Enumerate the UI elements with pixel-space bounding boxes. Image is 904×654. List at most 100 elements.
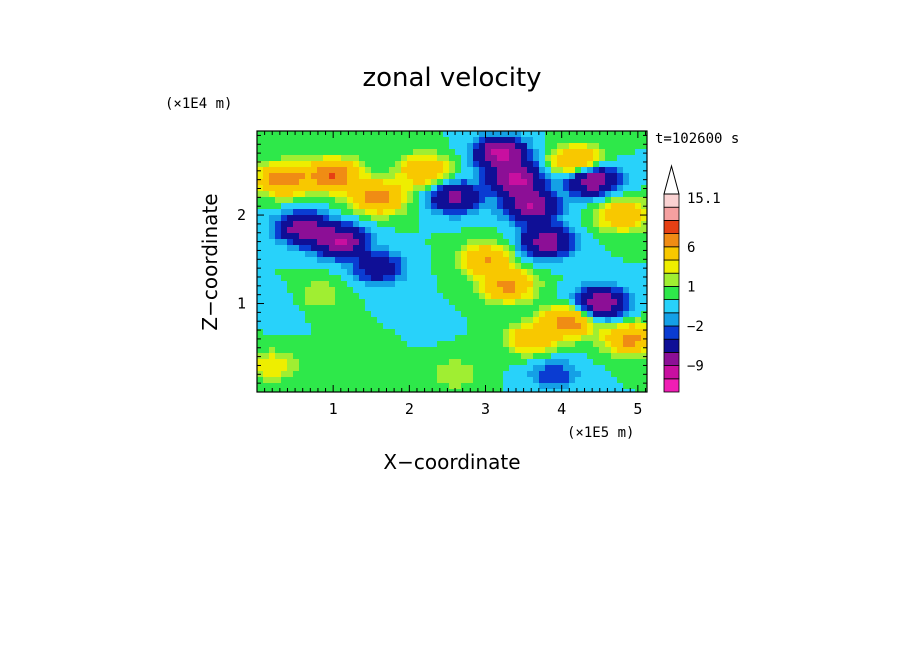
field-cell [581, 329, 588, 336]
field-cell [473, 377, 480, 384]
field-cell [281, 299, 288, 306]
field-cell [623, 233, 630, 240]
field-cell [323, 365, 330, 372]
field-cell [533, 305, 540, 312]
field-cell [545, 143, 552, 150]
field-cell [365, 383, 372, 390]
field-cell [617, 359, 624, 366]
field-cell [335, 257, 342, 264]
field-cell [587, 185, 594, 192]
field-cell [617, 317, 624, 324]
field-cell [593, 215, 600, 222]
field-cell [335, 287, 342, 294]
field-cell [593, 383, 600, 390]
field-cell [293, 215, 300, 222]
field-cell [287, 389, 294, 392]
field-cell [335, 179, 342, 186]
field-cell [341, 323, 348, 330]
field-cell [329, 197, 336, 204]
field-cell [395, 155, 402, 162]
field-cell [587, 341, 594, 348]
field-cell [395, 353, 402, 360]
field-cell [317, 377, 324, 384]
field-cell [557, 137, 564, 144]
field-cell [539, 263, 546, 270]
field-cell [611, 239, 618, 246]
field-cell [629, 353, 636, 360]
field-cell [413, 143, 420, 150]
field-cell [341, 365, 348, 372]
field-cell [371, 263, 378, 270]
field-cell [329, 305, 336, 312]
field-cell [323, 287, 330, 294]
field-cell [545, 359, 552, 366]
field-cell [443, 227, 450, 234]
field-cell [551, 383, 558, 390]
field-cell [329, 317, 336, 324]
field-cell [305, 167, 312, 174]
field-cell [551, 239, 558, 246]
field-cell [395, 257, 402, 264]
field-cell [335, 347, 342, 354]
field-cell [563, 305, 570, 312]
field-cell [479, 341, 486, 348]
field-cell [341, 233, 348, 240]
field-cell [317, 281, 324, 288]
field-cell [515, 377, 522, 384]
field-cell [407, 377, 414, 384]
field-cell [263, 305, 270, 312]
field-cell [311, 239, 318, 246]
field-cell [311, 245, 318, 252]
field-cell [413, 377, 420, 384]
field-cell [335, 221, 342, 228]
field-cell [545, 335, 552, 342]
field-cell [539, 227, 546, 234]
field-cell [413, 317, 420, 324]
field-cell [629, 389, 636, 392]
field-cell [359, 185, 366, 192]
field-cell [293, 209, 300, 216]
field-cell [515, 227, 522, 234]
field-cell [287, 167, 294, 174]
field-cell [341, 227, 348, 234]
field-cell [485, 209, 492, 216]
field-cell [521, 155, 528, 162]
field-cell [437, 239, 444, 246]
field-cell [437, 299, 444, 306]
field-cell [287, 215, 294, 222]
field-cell [437, 257, 444, 264]
field-cell [545, 263, 552, 270]
field-cell [635, 173, 642, 180]
field-cell [641, 257, 647, 264]
field-cell [479, 323, 486, 330]
field-cell [569, 173, 576, 180]
field-cell [479, 185, 486, 192]
field-cell [527, 239, 534, 246]
field-cell [605, 227, 612, 234]
field-cell [641, 137, 647, 144]
field-cell [419, 179, 426, 186]
field-cell [641, 245, 647, 252]
field-cell [437, 365, 444, 372]
field-cell [461, 239, 468, 246]
field-cell [587, 137, 594, 144]
field-cell [563, 323, 570, 330]
field-cell [341, 383, 348, 390]
field-cell [455, 185, 462, 192]
field-cell [593, 329, 600, 336]
field-cell [293, 227, 300, 234]
field-cell [641, 341, 647, 348]
field-cell [623, 335, 630, 342]
field-cell [575, 185, 582, 192]
field-cell [635, 227, 642, 234]
field-cell [629, 371, 636, 378]
field-cell [263, 287, 270, 294]
field-cell [389, 149, 396, 156]
field-cell [281, 383, 288, 390]
field-cell [473, 311, 480, 318]
field-cell [413, 173, 420, 180]
field-cell [611, 383, 618, 390]
field-cell [617, 209, 624, 216]
field-cell [413, 281, 420, 288]
field-cell [419, 149, 426, 156]
